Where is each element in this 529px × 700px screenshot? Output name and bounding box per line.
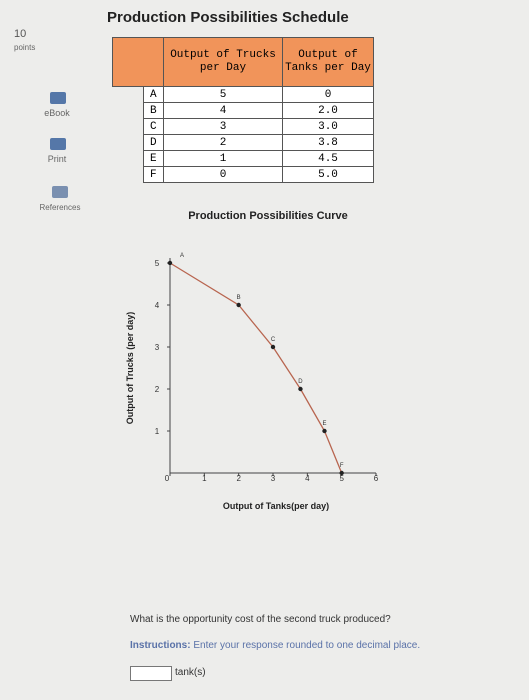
table-row: C 3 3.0 — [113, 118, 374, 135]
point-label: B — [237, 295, 241, 301]
blank-cell — [113, 103, 144, 119]
table-cell: C — [142, 118, 164, 135]
table-cell: E — [142, 150, 164, 167]
x-tick-label: 4 — [305, 474, 310, 483]
table-row: E 1 4.5 — [113, 150, 374, 167]
data-point — [167, 260, 173, 266]
point-label: D — [298, 379, 303, 385]
instructions-text: Enter your response rounded to one decim… — [193, 640, 421, 651]
table-cell: 4 — [163, 102, 283, 119]
table-cell: 1 — [163, 150, 283, 167]
points-label: points — [14, 43, 36, 52]
instructions: Instructions: Enter your response rounde… — [130, 640, 420, 651]
table-row: D 2 3.8 — [113, 134, 374, 151]
chart-title: Production Possibilities Curve — [188, 210, 348, 222]
data-point — [236, 302, 241, 308]
answer-input[interactable] — [130, 666, 172, 681]
table-cell: 2.0 — [282, 102, 374, 119]
table-cell: 2 — [163, 134, 283, 151]
table-cell: 3 — [163, 118, 283, 135]
blank-cell — [113, 87, 144, 103]
chart: Production Possibilities Curve Output of… — [125, 210, 379, 511]
unit-label: tank(s) — [175, 667, 206, 678]
point-label: F — [340, 463, 344, 469]
y-tick-label: 2 — [155, 385, 160, 394]
table-cell: 5 — [163, 86, 283, 103]
table-title: Production Possibilities Schedule — [107, 9, 349, 26]
x-tick-label: 0 — [165, 474, 170, 483]
instructions-label: Instructions: — [130, 640, 191, 651]
point-label: E — [322, 421, 326, 427]
ebook-link[interactable]: eBook — [44, 108, 70, 118]
print-icon — [50, 138, 66, 150]
y-tick-label: 1 — [155, 427, 160, 436]
references-link[interactable]: References — [39, 203, 81, 212]
header-cell: Output of Trucks per Day — [163, 37, 283, 87]
point-label: C — [271, 337, 276, 343]
table-cell: 5.0 — [282, 166, 374, 183]
y-tick-label: 5 — [155, 259, 160, 268]
y-tick-label: 3 — [155, 343, 160, 352]
blank-cell — [113, 167, 144, 183]
data-point — [298, 386, 303, 392]
table-row: F 0 5.0 — [113, 166, 374, 183]
x-tick-label: 3 — [271, 474, 276, 483]
table-cell: 3.8 — [282, 134, 374, 151]
header-cell: Output of Tanks per Day — [282, 37, 374, 87]
table-cell: 4.5 — [282, 150, 374, 167]
table-cell: B — [142, 102, 164, 119]
y-axis-label: Output of Trucks (per day) — [125, 312, 135, 425]
data-point — [339, 470, 344, 476]
table-cell: A — [142, 86, 164, 103]
header-blank — [112, 37, 143, 87]
blank-cell — [113, 135, 144, 151]
x-axis-label: Output of Tanks(per day) — [223, 501, 329, 511]
header-cell — [143, 37, 164, 87]
blank-cell — [113, 119, 144, 135]
table-row: B 4 2.0 — [113, 102, 374, 119]
print-link[interactable]: Print — [47, 154, 67, 164]
table-cell: 0 — [163, 166, 283, 183]
x-tick-label: 1 — [202, 474, 207, 483]
points-value: 10 — [14, 28, 27, 40]
data-point — [322, 428, 327, 434]
point-label: A — [180, 253, 184, 259]
table-cell: 3.0 — [282, 118, 374, 135]
data-point — [270, 344, 276, 350]
x-tick-label: 6 — [374, 474, 379, 483]
y-tick-label: 4 — [155, 301, 160, 310]
x-tick-label: 5 — [339, 474, 344, 483]
table-cell: F — [142, 166, 164, 183]
table-cell: D — [142, 134, 164, 151]
ebook-icon — [50, 92, 66, 104]
ppc-line — [169, 262, 343, 474]
blank-cell — [113, 151, 144, 167]
schedule-table: Output of Trucks per Day Output of Tanks… — [112, 37, 374, 183]
question: What is the opportunity cost of the seco… — [130, 614, 391, 625]
x-tick-label: 2 — [236, 474, 241, 483]
table-cell: 0 — [282, 86, 374, 103]
references-icon — [52, 186, 68, 198]
